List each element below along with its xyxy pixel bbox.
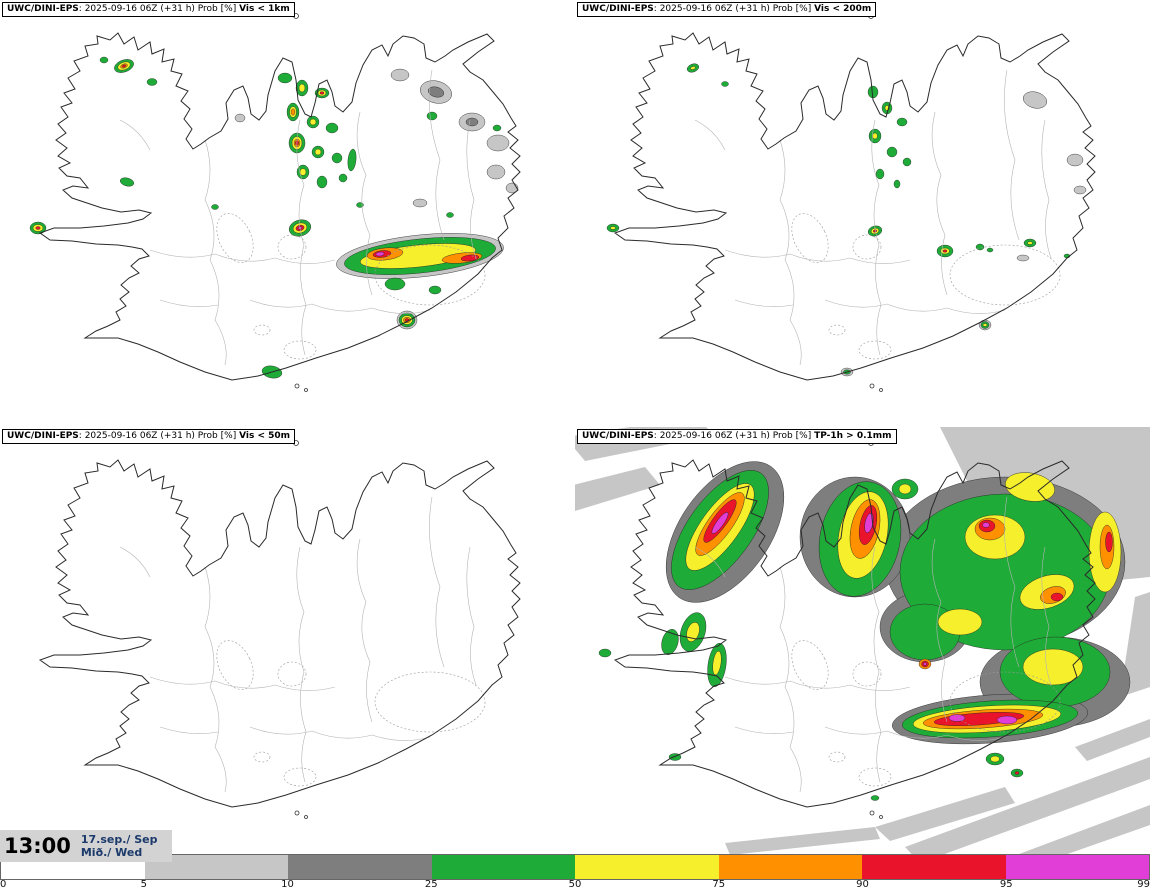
panel-title: UWC/DINI-EPS: 2025-09-16 06Z (+31 h) Pro… [577, 429, 897, 445]
colorbar-tick: 90 [856, 879, 869, 890]
model-name: UWC/DINI-EPS [582, 4, 654, 14]
panel-vis-200m: UWC/DINI-EPS: 2025-09-16 06Z (+31 h) Pro… [575, 0, 1150, 428]
clock-date-wrap: 17.sep./ Sep Mið./ Wed [81, 833, 158, 859]
map-vis-200m [606, 13, 1096, 392]
threshold-label: Vis < 200m [814, 4, 872, 14]
colorbar-tick: 50 [568, 879, 582, 890]
panel-title: UWC/DINI-EPS: 2025-09-16 06Z (+31 h) Pro… [2, 2, 295, 18]
clock-day: Mið./ Wed [80, 845, 143, 859]
run-meta: : 2025-09-16 06Z (+31 h) Prob [%] [653, 431, 815, 441]
panel-title: UWC/DINI-EPS: 2025-09-16 06Z (+31 h) Pro… [2, 429, 296, 445]
model-name: UWC/DINI-EPS [7, 431, 79, 441]
model-name: UWC/DINI-EPS [7, 4, 79, 14]
colorbar-segment [288, 855, 432, 879]
clock-date: 17.sep./ Sep [80, 832, 158, 846]
threshold-label: TP-1h > 0.1mm [814, 431, 892, 441]
prob-field [575, 427, 1150, 855]
run-meta: : 2025-09-16 06Z (+31 h) Prob [%] [78, 431, 240, 441]
iceland-coastline [614, 13, 1096, 392]
run-meta: : 2025-09-16 06Z (+31 h) Prob [%] [78, 4, 240, 14]
prob-field [606, 63, 1087, 377]
colorbar-tick: 10 [281, 879, 294, 890]
colorbar-segment [575, 855, 719, 879]
colorbar-tick: 25 [424, 879, 438, 890]
colorbar-tick: 5 [140, 879, 147, 890]
probability-colorbar: 0 5 10 25 50 75 90 95 99 [0, 854, 1150, 891]
map-tp-1h [575, 427, 1150, 855]
iceland-coastline [39, 13, 521, 392]
threshold-label: Vis < 1km [239, 4, 290, 14]
map-vis-50m [39, 440, 521, 819]
colorbar-ticks: 0 5 10 25 50 75 90 95 99 [0, 879, 1150, 891]
colorbar-segment [431, 855, 575, 879]
colorbar-segment [718, 855, 862, 879]
colorbar-tick: 75 [712, 879, 726, 890]
colorbar-segment [862, 855, 1006, 879]
panel-title: UWC/DINI-EPS: 2025-09-16 06Z (+31 h) Pro… [577, 2, 877, 18]
panel-tp-1h: UWC/DINI-EPS: 2025-09-16 06Z (+31 h) Pro… [575, 427, 1150, 855]
clock-panel: 13:00 17.sep./ Sep Mið./ Wed [0, 829, 172, 862]
colorbar-tick: 95 [999, 879, 1013, 890]
prob-field [29, 56, 519, 379]
colorbar-segment [1005, 855, 1149, 879]
panel-vis-1km: UWC/DINI-EPS: 2025-09-16 06Z (+31 h) Pro… [0, 0, 575, 428]
run-meta: : 2025-09-16 06Z (+31 h) Prob [%] [653, 4, 815, 14]
colorbar-tick: 99 [1137, 879, 1150, 890]
threshold-label: Vis < 50m [239, 431, 291, 441]
colorbar-segments [0, 854, 1150, 880]
map-vis-1km [29, 13, 521, 392]
iceland-coastline [39, 440, 521, 819]
model-name: UWC/DINI-EPS [582, 431, 654, 441]
panel-vis-50m: UWC/DINI-EPS: 2025-09-16 06Z (+31 h) Pro… [0, 427, 575, 855]
colorbar-tick: 0 [0, 879, 7, 890]
clock-time: 13:00 [4, 833, 71, 858]
